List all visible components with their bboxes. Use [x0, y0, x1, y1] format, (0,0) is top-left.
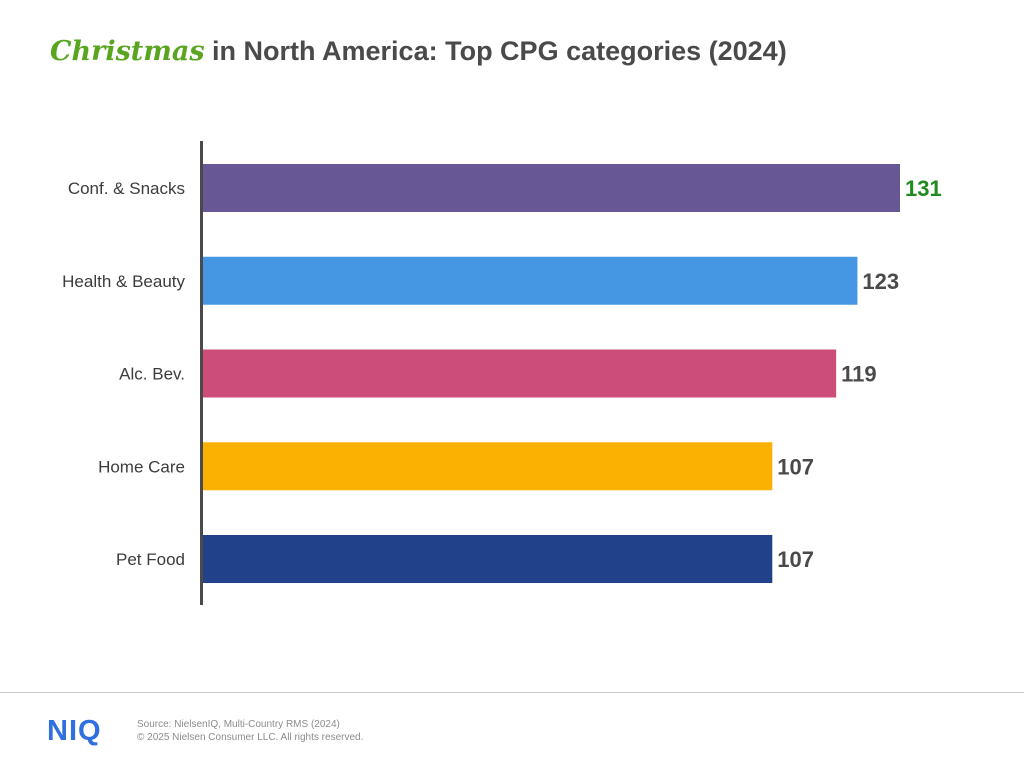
copyright-text: © 2025 Nielsen Consumer LLC. All rights …	[137, 732, 364, 743]
bar-1	[203, 256, 858, 305]
niq-logo: NIQ	[47, 715, 102, 747]
bar-4	[203, 535, 773, 583]
value-label: 131	[905, 176, 942, 201]
value-label: 119	[841, 362, 877, 387]
footer-divider	[0, 692, 1024, 693]
source-text: Source: NielsenIQ, Multi-Country RMS (20…	[137, 719, 340, 730]
bar-group: Conf. & Snacks 131 Health & Beauty 123 Alc. …	[62, 164, 942, 583]
value-label: 107	[777, 454, 814, 479]
chart-title: Christmas in North America: Top CPG cate…	[50, 33, 787, 70]
chart-title-rest: in North America: Top CPG categories (20…	[204, 36, 787, 66]
bar-3	[203, 442, 773, 491]
bar-2	[203, 349, 837, 398]
chart-title-highlight: Christmas	[50, 36, 205, 67]
category-label: Home Care	[98, 457, 185, 476]
category-label: Health & Beauty	[62, 272, 185, 291]
category-label: Pet Food	[116, 550, 185, 569]
category-label: Alc. Bev.	[119, 365, 185, 384]
value-label: 123	[862, 269, 899, 294]
bar-0	[203, 164, 900, 212]
value-label: 107	[777, 547, 814, 572]
bar-chart: Conf. & Snacks 131 Health & Beauty 123 Alc. …	[62, 141, 942, 605]
niq-logo-text: NIQ	[47, 715, 102, 747]
category-label: Conf. & Snacks	[68, 179, 185, 198]
source-note: Source: NielsenIQ, Multi-Country RMS (20…	[137, 718, 363, 744]
